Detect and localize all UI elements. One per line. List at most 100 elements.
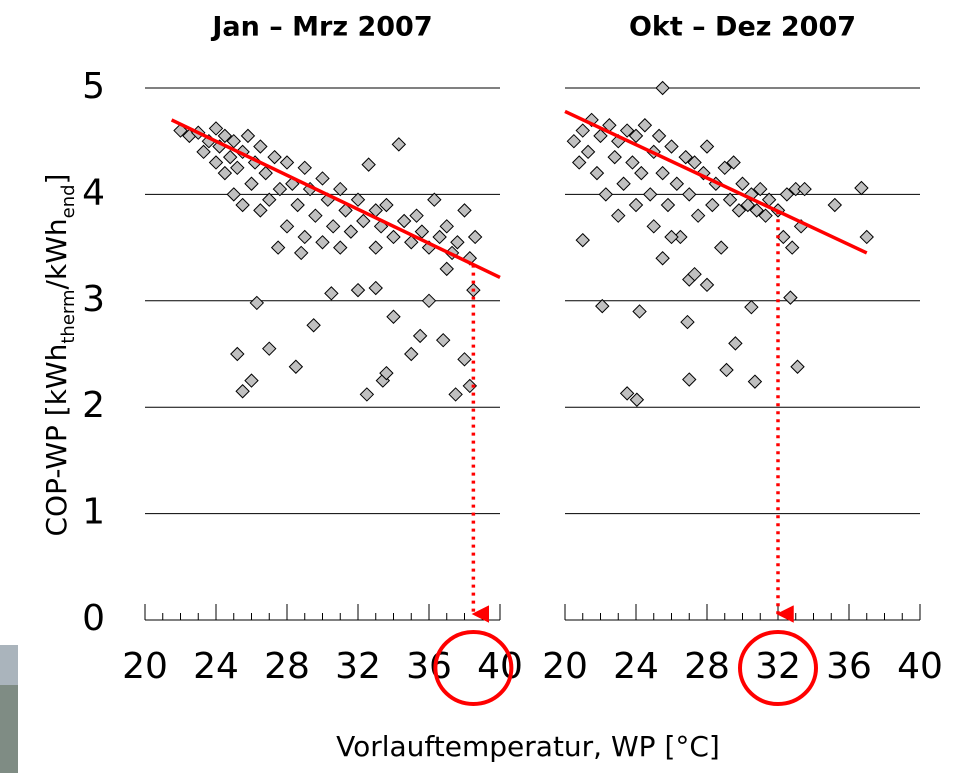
scatter-point bbox=[593, 128, 608, 144]
highlight-circle bbox=[433, 630, 514, 706]
scatter-point bbox=[293, 245, 309, 261]
scatter-point bbox=[719, 362, 734, 378]
scatter-point bbox=[217, 128, 233, 144]
scatter-point bbox=[655, 251, 670, 266]
x-tick-label: 32 bbox=[335, 646, 381, 687]
x-tick-label: 36 bbox=[826, 646, 872, 687]
scatter-point bbox=[625, 155, 640, 170]
scatter-point bbox=[368, 240, 383, 255]
scatter-point bbox=[306, 318, 321, 333]
scatter-point bbox=[735, 176, 750, 191]
scatter-point bbox=[439, 219, 454, 234]
scatter-point bbox=[333, 240, 348, 255]
scatter-point bbox=[580, 144, 596, 160]
scatter-point bbox=[343, 224, 359, 239]
scatter-point bbox=[361, 157, 376, 172]
scatter-point bbox=[589, 165, 605, 181]
scatter-point bbox=[396, 213, 412, 229]
scatter-point bbox=[324, 286, 339, 301]
scatter-point bbox=[235, 197, 250, 213]
scatter-point bbox=[575, 123, 590, 138]
scatter-point bbox=[230, 160, 245, 176]
scatter-point bbox=[409, 208, 424, 223]
scatter-point bbox=[217, 165, 233, 181]
y-label-sub: end bbox=[58, 184, 79, 218]
y-tick-label: 4 bbox=[82, 172, 105, 213]
y-tick-label: 1 bbox=[82, 492, 105, 533]
scatter-point bbox=[699, 139, 715, 154]
trend-line bbox=[170, 118, 501, 279]
scatter-point bbox=[784, 240, 800, 255]
scatter-point bbox=[222, 149, 238, 165]
scatter-point bbox=[297, 229, 312, 245]
x-tick-label: 36 bbox=[406, 646, 452, 687]
scatter-point bbox=[747, 374, 763, 389]
scatter-point bbox=[439, 261, 454, 277]
scatter-point bbox=[325, 219, 341, 234]
scatter-point bbox=[678, 149, 693, 165]
scatter-point bbox=[208, 121, 224, 136]
scatter-point bbox=[664, 229, 679, 245]
scatter-point bbox=[571, 155, 587, 170]
scatter-point bbox=[699, 277, 715, 293]
scatter-point bbox=[744, 299, 759, 315]
scatter-point bbox=[244, 373, 259, 388]
scatter-point bbox=[687, 266, 702, 282]
y-tick-label: 0 bbox=[82, 598, 105, 639]
scatter-point bbox=[566, 133, 582, 149]
y-tick-label: 3 bbox=[82, 279, 105, 320]
scatter-point bbox=[235, 384, 250, 399]
scatter-point bbox=[404, 346, 419, 362]
x-axis-label: Vorlauftemperatur, WP [°C] bbox=[336, 730, 720, 763]
scatter-point bbox=[356, 213, 371, 229]
scatter-point bbox=[731, 203, 747, 218]
scatter-point bbox=[859, 229, 874, 245]
scatter-point bbox=[776, 229, 791, 245]
scatter-point bbox=[338, 203, 353, 218]
scatter-point bbox=[854, 180, 869, 196]
highlight-circle bbox=[738, 630, 818, 706]
scatter-point bbox=[660, 197, 676, 213]
scatter-point bbox=[253, 139, 268, 154]
chart-title: Jan – Mrz 2007 bbox=[210, 12, 432, 43]
scatter-point bbox=[359, 387, 375, 402]
scatter-point bbox=[628, 128, 644, 144]
scatter-point bbox=[391, 137, 407, 152]
scatter-point bbox=[421, 293, 437, 309]
scatter-point bbox=[753, 181, 768, 197]
scatter-point bbox=[628, 197, 644, 213]
scatter-point bbox=[350, 192, 366, 207]
x-tick-label: 40 bbox=[897, 646, 943, 687]
scatter-point bbox=[196, 144, 211, 160]
scatter-point bbox=[728, 336, 743, 351]
scatter-point bbox=[244, 176, 259, 191]
scatter-point bbox=[253, 203, 268, 218]
scatter-point bbox=[682, 372, 697, 387]
scatter-point bbox=[726, 155, 741, 170]
scatter-point bbox=[598, 187, 614, 202]
scatter-point bbox=[664, 139, 679, 154]
y-label-part: /kWh bbox=[40, 218, 73, 289]
chart-title: Okt – Dez 2007 bbox=[629, 12, 856, 43]
scatter-point bbox=[279, 155, 295, 170]
y-tick-label: 2 bbox=[82, 385, 105, 426]
scatter-point bbox=[412, 328, 428, 344]
scatter-point bbox=[749, 203, 764, 218]
x-tick-label: 28 bbox=[684, 646, 730, 687]
scatter-point bbox=[249, 295, 265, 311]
scatter-point bbox=[595, 298, 610, 314]
scatter-point bbox=[404, 235, 419, 250]
scatter-point bbox=[448, 387, 463, 402]
scatter-point bbox=[637, 118, 653, 133]
scatter-point bbox=[262, 192, 277, 207]
scatter-point bbox=[450, 235, 465, 250]
scatter-point bbox=[790, 359, 805, 374]
scatter-point bbox=[722, 192, 738, 207]
scatter-point bbox=[315, 235, 330, 250]
scatter-point bbox=[655, 165, 670, 181]
scatter-point bbox=[740, 197, 756, 213]
scatter-point bbox=[350, 282, 366, 298]
x-tick-label: 40 bbox=[477, 646, 523, 687]
scatter-point bbox=[240, 128, 256, 144]
scatter-point bbox=[607, 149, 622, 165]
